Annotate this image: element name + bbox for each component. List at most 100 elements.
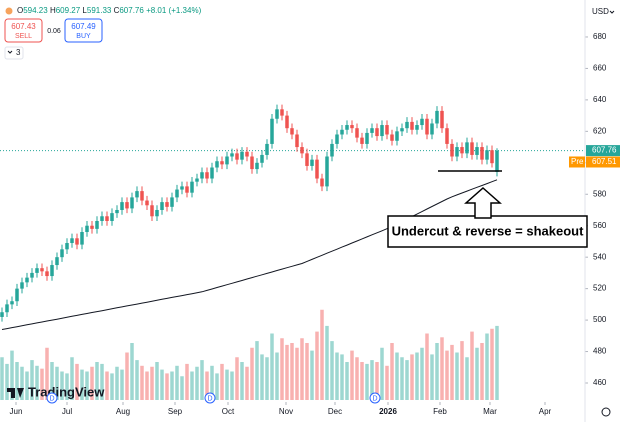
volume-bar xyxy=(65,373,69,400)
arrow xyxy=(464,186,502,219)
volume-bar xyxy=(430,354,434,400)
currency[interactable]: USD xyxy=(592,7,609,16)
last-price-label: 607.76 xyxy=(592,146,617,155)
volume-bar xyxy=(100,363,104,400)
volume-bar xyxy=(370,360,374,400)
candle-body xyxy=(150,205,154,217)
x-tick-label: Aug xyxy=(116,407,130,416)
volume-bar xyxy=(80,369,84,400)
indicators-count[interactable]: 3 xyxy=(16,48,21,57)
change-pct: (+1.34%) xyxy=(169,6,202,15)
sell-price[interactable]: 607.43 xyxy=(11,22,36,31)
candle-body xyxy=(360,137,364,144)
y-tick-label: 520 xyxy=(593,284,607,293)
candle-body xyxy=(125,202,129,209)
volume-bar xyxy=(85,371,89,400)
y-tick-label: 540 xyxy=(593,252,607,261)
volume-bar xyxy=(405,360,409,400)
candle-body xyxy=(45,271,49,277)
y-tick-label: 460 xyxy=(593,378,607,387)
volume-bar xyxy=(425,333,429,400)
volume-bar xyxy=(255,341,259,400)
x-tick-label: Jun xyxy=(10,407,23,416)
h-value: 609.27 xyxy=(56,6,81,15)
volume-bar xyxy=(10,350,14,400)
candle-body xyxy=(270,118,274,144)
candle-body xyxy=(440,110,444,129)
last-price-box xyxy=(586,145,620,157)
volume-bar xyxy=(365,363,369,400)
volume-bar xyxy=(330,341,334,400)
candle-body xyxy=(260,154,264,163)
toggle-box[interactable] xyxy=(4,46,24,60)
y-tick-label: 580 xyxy=(593,189,607,198)
volume-bar xyxy=(200,360,204,400)
buy-button[interactable]: 607.49 BUY xyxy=(64,18,103,43)
candle-body xyxy=(275,109,279,119)
sell-box[interactable] xyxy=(4,18,43,43)
candle-body xyxy=(490,150,494,164)
sell-label[interactable]: SELL xyxy=(15,33,32,40)
currency-chevron[interactable] xyxy=(609,10,615,14)
volume-bar xyxy=(470,331,474,400)
o-label: O xyxy=(17,6,23,15)
candle-body xyxy=(280,109,284,116)
candle-body xyxy=(255,162,259,170)
buy-price[interactable]: 607.49 xyxy=(71,22,96,31)
candle-body xyxy=(155,209,159,217)
volume-bar xyxy=(130,343,134,400)
chevron[interactable] xyxy=(7,50,13,54)
volume-bar xyxy=(440,337,444,400)
volume-bar xyxy=(75,363,79,400)
change: +8.01 xyxy=(146,6,167,15)
volume-bar xyxy=(310,350,314,400)
volume-bar xyxy=(455,352,459,400)
volume-bar xyxy=(240,362,244,400)
candle-body xyxy=(115,209,119,214)
indicators-toggle[interactable]: 3 xyxy=(4,46,24,60)
candle-body xyxy=(385,125,389,135)
volume-bar xyxy=(205,371,209,400)
candle-body xyxy=(75,238,79,245)
buy-label[interactable]: BUY xyxy=(76,33,91,40)
volume-bar xyxy=(315,331,319,400)
annotation-box xyxy=(387,215,588,248)
volume-bar xyxy=(135,360,139,400)
candle-body xyxy=(10,301,14,305)
candle-body xyxy=(0,312,4,317)
candle-body xyxy=(315,159,319,179)
volume-bar xyxy=(235,357,239,400)
candle-body xyxy=(35,268,39,273)
candle-body xyxy=(85,225,89,233)
volume-bar xyxy=(185,363,189,400)
volume-bar xyxy=(460,341,464,400)
volume-bar xyxy=(285,344,289,400)
y-tick-label: 660 xyxy=(593,64,607,73)
candle-body xyxy=(300,147,304,154)
ohlc-header: O594.23 H609.27 L591.33 C607.76 +8.01 (+… xyxy=(17,6,202,15)
dividend-marker xyxy=(369,392,381,404)
pre-label: Pre xyxy=(571,157,584,166)
buy-box[interactable] xyxy=(64,18,103,43)
candle-body xyxy=(495,150,499,172)
candle-body xyxy=(25,277,29,283)
volume-bar xyxy=(225,369,229,400)
candle-body xyxy=(195,178,199,182)
candle-body xyxy=(215,161,219,168)
volume-bar xyxy=(180,376,184,400)
volume-bar xyxy=(150,366,154,400)
volume-bar xyxy=(160,369,164,400)
volume-bar xyxy=(490,328,494,400)
candle-body xyxy=(480,147,484,160)
volume-bar xyxy=(435,343,439,400)
volume-bar xyxy=(270,333,274,400)
candle-body xyxy=(390,134,394,141)
sell-button[interactable]: 607.43 SELL xyxy=(4,18,43,43)
settings[interactable] xyxy=(601,407,611,417)
volume-bar xyxy=(380,347,384,400)
candle-body xyxy=(345,125,349,130)
candle-body xyxy=(110,213,114,221)
x-tick-label: Feb xyxy=(433,407,447,416)
volume-bar xyxy=(140,365,144,400)
candle-body xyxy=(140,191,144,201)
